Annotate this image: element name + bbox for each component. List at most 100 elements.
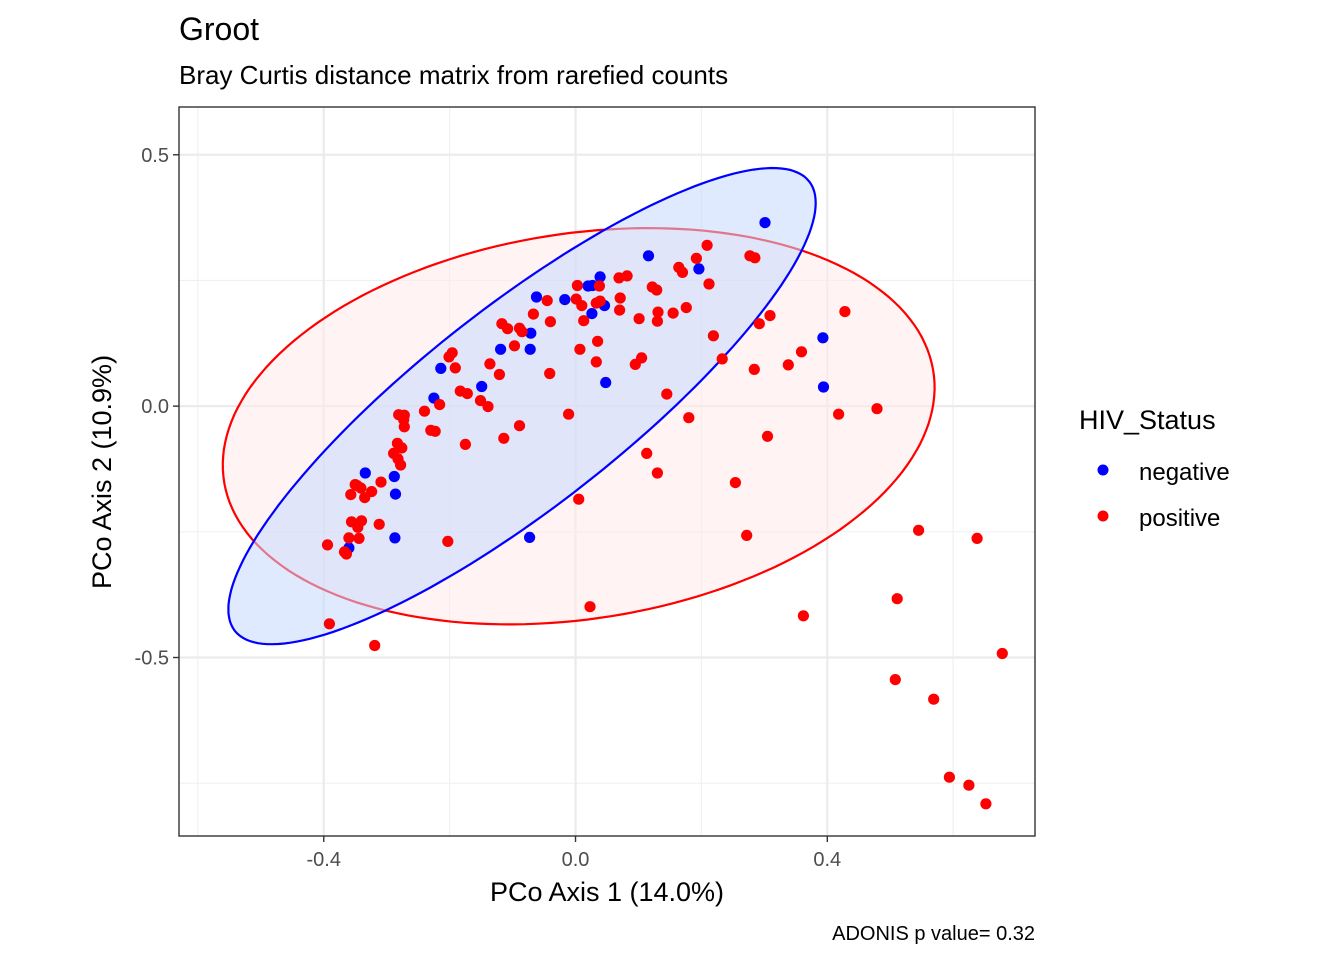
point-positive (680, 302, 692, 314)
point-positive (761, 430, 774, 442)
point-positive (369, 639, 381, 652)
point-positive (651, 284, 663, 296)
point-positive (343, 532, 355, 544)
y-axis-ticks: -0.5 0.0 0.5 (135, 145, 179, 670)
point-negative (525, 327, 537, 339)
point-positive (498, 432, 510, 444)
point-negative (642, 250, 655, 262)
point-positive (667, 307, 679, 319)
point-positive (482, 401, 494, 413)
point-positive (563, 408, 575, 420)
point-negative (476, 380, 488, 393)
point-positive (429, 425, 441, 437)
point-positive (593, 280, 606, 292)
legend-label-positive: positive (1139, 505, 1220, 532)
point-positive (889, 674, 901, 686)
point-positive (590, 356, 602, 368)
point-positive (527, 308, 540, 320)
y-tick-label: 0.5 (141, 145, 169, 167)
y-tick-label: -0.5 (135, 648, 169, 670)
point-positive (613, 272, 625, 284)
x-axis-ticks: -0.4 0.0 0.4 (307, 836, 841, 871)
point-positive (449, 362, 461, 374)
legend: HIV_Status negative positive (1079, 405, 1230, 532)
point-negative (359, 467, 371, 479)
point-positive (928, 693, 940, 705)
chart-caption: ADONIS p value= 0.32 (832, 923, 1035, 945)
point-positive (434, 399, 446, 411)
point-positive (352, 521, 364, 533)
point-positive (513, 420, 526, 432)
point-positive (544, 316, 557, 328)
point-positive (943, 771, 956, 783)
point-positive (707, 330, 720, 342)
point-positive (652, 306, 664, 318)
point-positive (833, 408, 845, 420)
data-points (321, 217, 1008, 810)
point-positive (516, 326, 528, 338)
point-positive (980, 798, 992, 810)
point-positive (661, 388, 673, 400)
y-axis-label: PCo Axis 2 (10.9%) (87, 355, 117, 589)
point-negative (495, 343, 507, 355)
point-positive (633, 313, 645, 325)
x-axis-label: PCo Axis 1 (14.0%) (490, 877, 724, 907)
point-positive (459, 438, 471, 450)
point-positive (396, 442, 408, 454)
point-positive (676, 266, 689, 278)
point-positive (340, 548, 352, 560)
point-positive (749, 252, 761, 264)
point-negative (524, 343, 536, 355)
point-positive (703, 278, 715, 290)
legend-key-negative (1097, 464, 1109, 476)
y-tick-label: 0.0 (141, 396, 169, 418)
point-positive (373, 518, 385, 530)
point-positive (323, 618, 335, 630)
point-negative (759, 217, 771, 229)
point-positive (461, 388, 473, 400)
point-positive (614, 292, 626, 304)
point-positive (701, 239, 713, 251)
point-positive (484, 358, 496, 370)
point-positive (839, 306, 851, 318)
point-positive (753, 318, 765, 330)
point-positive (963, 779, 975, 791)
point-negative (388, 470, 400, 483)
point-negative (817, 381, 830, 393)
point-negative (559, 294, 571, 306)
point-positive (782, 359, 794, 371)
point-positive (651, 467, 664, 479)
point-positive (891, 593, 903, 605)
chart-subtitle: Bray Curtis distance matrix from rarefie… (179, 60, 728, 90)
point-positive (748, 363, 760, 375)
point-negative (435, 362, 447, 374)
point-positive (398, 421, 410, 433)
point-positive (442, 535, 454, 548)
legend-label-negative: negative (1139, 459, 1230, 486)
point-negative (582, 280, 594, 292)
point-positive (795, 346, 808, 358)
point-positive (493, 368, 505, 381)
point-negative (600, 376, 612, 389)
point-positive (584, 601, 596, 613)
point-positive (651, 315, 664, 327)
point-positive (395, 459, 407, 471)
x-tick-label: 0.4 (813, 849, 841, 871)
point-positive (764, 310, 776, 322)
point-positive (716, 353, 728, 365)
point-positive (573, 493, 585, 505)
chart-title: Groot (179, 11, 259, 47)
point-negative (524, 531, 536, 544)
point-positive (345, 489, 357, 501)
point-positive (576, 300, 588, 312)
point-positive (418, 405, 431, 417)
point-positive (913, 524, 925, 536)
point-negative (389, 488, 402, 500)
point-positive (592, 335, 604, 347)
point-positive (690, 252, 703, 264)
point-positive (571, 279, 584, 292)
point-positive (578, 315, 590, 327)
point-positive (996, 647, 1008, 660)
point-negative (530, 291, 543, 303)
point-positive (544, 367, 556, 380)
